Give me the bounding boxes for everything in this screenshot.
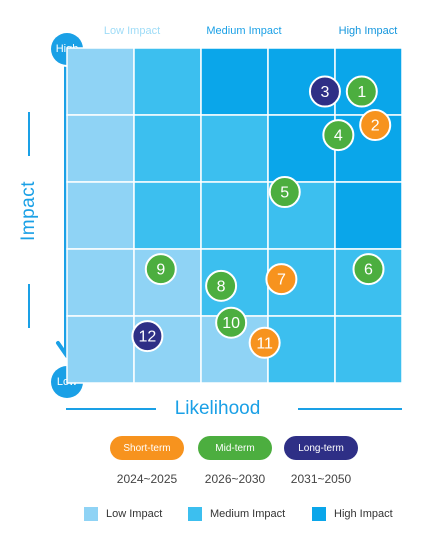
risk-point-label: 5 bbox=[280, 185, 289, 202]
column-header-high-impact: High Impact bbox=[338, 25, 398, 37]
column-header-medium-impact: Medium Impact bbox=[206, 25, 282, 37]
legend-swatch-medium bbox=[188, 507, 202, 521]
term-mid-years: 2026~2030 bbox=[204, 472, 266, 486]
legend-swatch-high bbox=[312, 507, 326, 521]
risk-point-1: 1 bbox=[345, 75, 378, 108]
risk-point-label: 4 bbox=[334, 128, 343, 145]
matrix-cell bbox=[66, 114, 135, 183]
matrix-cell bbox=[133, 181, 202, 250]
matrix-cell bbox=[200, 47, 269, 116]
legend-label-low: Low Impact bbox=[106, 508, 163, 520]
risk-point-marker bbox=[265, 263, 298, 296]
risk-point-label: 11 bbox=[256, 335, 273, 352]
risk-point-2: 2 bbox=[359, 109, 392, 142]
risk-point-11: 11 bbox=[248, 326, 281, 359]
matrix-cell bbox=[66, 47, 135, 116]
risk-point-marker bbox=[268, 176, 301, 209]
risk-point-4: 4 bbox=[322, 119, 355, 152]
risk-point-label: 8 bbox=[217, 278, 226, 295]
matrix-cell bbox=[66, 181, 135, 250]
risk-point-label: 10 bbox=[222, 315, 240, 332]
likelihood-axis-line-right bbox=[298, 408, 402, 410]
term-short-years: 2024~2025 bbox=[116, 472, 178, 486]
risk-point-marker bbox=[205, 269, 238, 302]
matrix-cell bbox=[66, 248, 135, 317]
legend-label-medium: Medium Impact bbox=[210, 508, 286, 520]
likelihood-axis-line-left bbox=[66, 408, 156, 410]
matrix-cell bbox=[334, 315, 403, 384]
matrix-cell bbox=[66, 315, 135, 384]
risk-point-marker bbox=[131, 320, 164, 353]
risk-point-marker bbox=[352, 253, 385, 286]
risk-point-marker bbox=[308, 75, 341, 108]
matrix-cell bbox=[133, 47, 202, 116]
risk-point-3: 3 bbox=[308, 75, 341, 108]
term-long: Long-term bbox=[284, 436, 358, 460]
risk-point-marker bbox=[144, 253, 177, 286]
risk-point-marker bbox=[248, 326, 281, 359]
risk-point-label: 6 bbox=[364, 262, 373, 279]
risk-point-label: 1 bbox=[357, 84, 366, 101]
term-mid: Mid-term bbox=[198, 436, 272, 460]
term-short: Short-term bbox=[110, 436, 184, 460]
term-long-years: 2031~2050 bbox=[290, 472, 352, 486]
legend-label-high: High Impact bbox=[334, 508, 393, 520]
column-header-low-impact: Low Impact bbox=[103, 25, 161, 37]
risk-point-marker bbox=[322, 119, 355, 152]
risk-point-marker bbox=[215, 306, 248, 339]
impact-axis-line-bottom bbox=[28, 284, 30, 328]
risk-point-5: 5 bbox=[268, 176, 301, 209]
matrix-cell bbox=[267, 114, 336, 183]
risk-point-label: 2 bbox=[371, 118, 380, 135]
risk-point-label: 12 bbox=[139, 329, 157, 346]
risk-point-marker bbox=[345, 75, 378, 108]
risk-point-12: 12 bbox=[131, 320, 164, 353]
legend-swatch-low bbox=[84, 507, 98, 521]
matrix-cell bbox=[133, 114, 202, 183]
risk-point-10: 10 bbox=[215, 306, 248, 339]
risk-point-8: 8 bbox=[205, 269, 238, 302]
matrix-cell bbox=[334, 181, 403, 250]
risk-point-7: 7 bbox=[265, 263, 298, 296]
matrix-cell bbox=[200, 181, 269, 250]
matrix-cell bbox=[200, 114, 269, 183]
risk-point-marker bbox=[359, 109, 392, 142]
risk-point-6: 6 bbox=[352, 253, 385, 286]
impact-axis-line-top bbox=[28, 112, 30, 156]
likelihood-axis-title: Likelihood bbox=[174, 398, 261, 419]
risk-point-9: 9 bbox=[144, 253, 177, 286]
risk-point-label: 9 bbox=[156, 262, 165, 279]
risk-point-label: 7 bbox=[277, 272, 286, 289]
risk-point-label: 3 bbox=[320, 84, 329, 101]
